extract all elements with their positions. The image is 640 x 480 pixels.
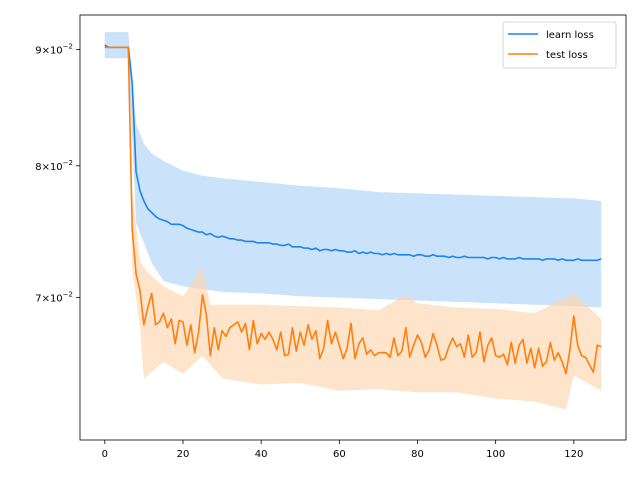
y-axis: 7×10−2 8×10−2 9×10−2	[35, 42, 80, 305]
x-tick-label: 100	[486, 449, 505, 460]
x-tick-label: 40	[255, 449, 268, 460]
line-learn-loss	[104, 44, 602, 262]
x-tick-label: 120	[564, 449, 583, 460]
band-test-loss	[104, 47, 602, 410]
legend-label-test-loss: test loss	[546, 50, 588, 61]
x-tick-label: 60	[333, 449, 346, 460]
y-tick-label: 9×10−2	[35, 42, 73, 56]
line-test-loss	[104, 46, 602, 375]
x-tick-label: 80	[411, 449, 424, 460]
series-lines	[104, 44, 602, 375]
y-tick-label: 8×10−2	[35, 159, 73, 173]
plot-frame	[79, 14, 627, 441]
legend: learn loss test loss	[502, 21, 617, 69]
y-tick-label: 7×10−2	[35, 291, 73, 305]
x-tick-label: 0	[102, 449, 108, 460]
legend-box	[502, 21, 617, 69]
x-axis: 0 20 40 60 80 100 120	[102, 440, 583, 460]
x-tick-label: 20	[177, 449, 190, 460]
legend-label-learn-loss: learn loss	[546, 30, 594, 41]
